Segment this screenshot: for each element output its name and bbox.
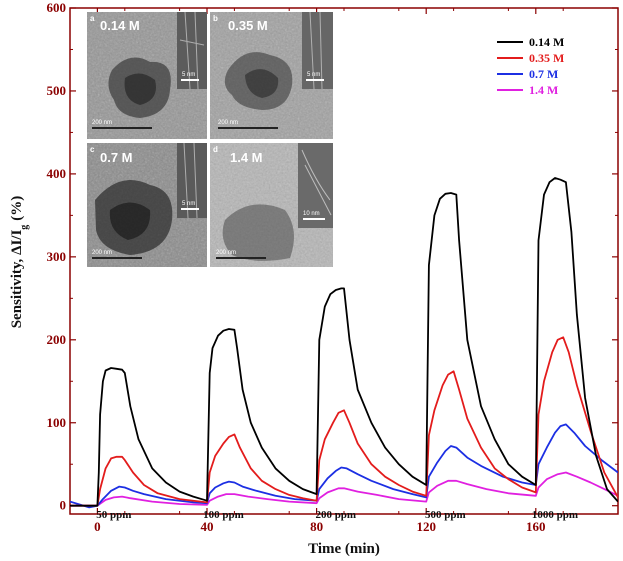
y-tick-label: 500 [47,83,67,98]
series-line-0-7-M [70,423,618,509]
concentration-annotation: 50 ppm [96,509,131,521]
series-line-0-14-M [70,177,618,507]
inset-panel-c: 5 nm 200 nm c 0.7 M [87,142,207,267]
y-axis-title-main: Sensitivity, ΔI/I [9,230,25,329]
inset-a-large-scale: 200 nm [92,120,112,126]
x-tick-label: 120 [416,519,436,534]
inset-a-label: 0.14 M [100,18,140,33]
legend-label: 0.35 M [529,51,564,65]
inset-b-letter: b [213,14,218,23]
inset-b-large-scale: 200 nm [218,120,238,126]
inset-c-label: 0.7 M [100,150,133,165]
y-tick-label: 0 [60,498,67,513]
legend-label: 0.14 M [529,35,564,49]
inset-d-small-scale: 10 nm [303,211,320,217]
concentration-annotation: 100 ppm [203,509,244,521]
inset-d-large-scale: 200 nm [216,250,236,256]
x-tick-label: 0 [94,519,101,534]
legend: 0.14 M 0.35 M 0.7 M 1.4 M [497,35,564,97]
annotation-layer: 50 ppm 100 ppm 200 ppm 500 ppm 1000 ppm [96,509,578,521]
x-axis: 0 40 80 120 160 [94,8,564,534]
inset-c-letter: c [90,145,95,154]
concentration-annotation: 1000 ppm [532,509,578,521]
x-tick-label: 160 [526,519,546,534]
inset-b-label: 0.35 M [228,18,268,33]
inset-panel-b: 5 nm 200 nm b 0.35 M [210,11,333,139]
inset-a-letter: a [90,14,95,23]
inset-a-small-scale: 5 nm [182,72,195,78]
y-tick-label: 300 [47,249,67,264]
inset-b-small-scale: 5 nm [307,72,320,78]
y-tick-label: 200 [47,332,67,347]
concentration-annotation: 500 ppm [425,509,466,521]
y-axis-title-subscript: g [19,225,30,230]
inset-d-letter: d [213,145,218,154]
inset-d-label: 1.4 M [230,150,263,165]
y-tick-label: 400 [47,166,67,181]
inset-c-small-scale: 5 nm [182,201,195,207]
y-axis-title: Sensitivity, ΔI/Ig (%) [9,196,30,329]
concentration-annotation: 200 ppm [315,509,356,521]
series-line-1-4-M [70,471,618,507]
y-tick-label: 100 [47,415,67,430]
legend-label: 0.7 M [529,67,558,81]
inset-panel-d: 10 nm 200 nm d 1.4 M [210,143,333,267]
x-axis-title: Time (min) [308,541,380,557]
inset-panel-a: 5 nm 200 nm a 0.14 M [87,11,207,139]
x-tick-label: 80 [310,519,323,534]
inset-c-large-scale: 200 nm [92,250,112,256]
y-tick-label: 600 [47,0,67,15]
y-axis: 0 100 200 300 400 500 600 [47,0,618,513]
legend-label: 1.4 M [529,83,558,97]
series-layer [70,177,618,509]
y-axis-title-unit: (%) [9,196,25,221]
x-tick-label: 40 [201,519,214,534]
tem-inset-grid: 5 nm 200 nm a 0.14 M 5 nm 200 nm b 0.35 … [87,11,333,267]
